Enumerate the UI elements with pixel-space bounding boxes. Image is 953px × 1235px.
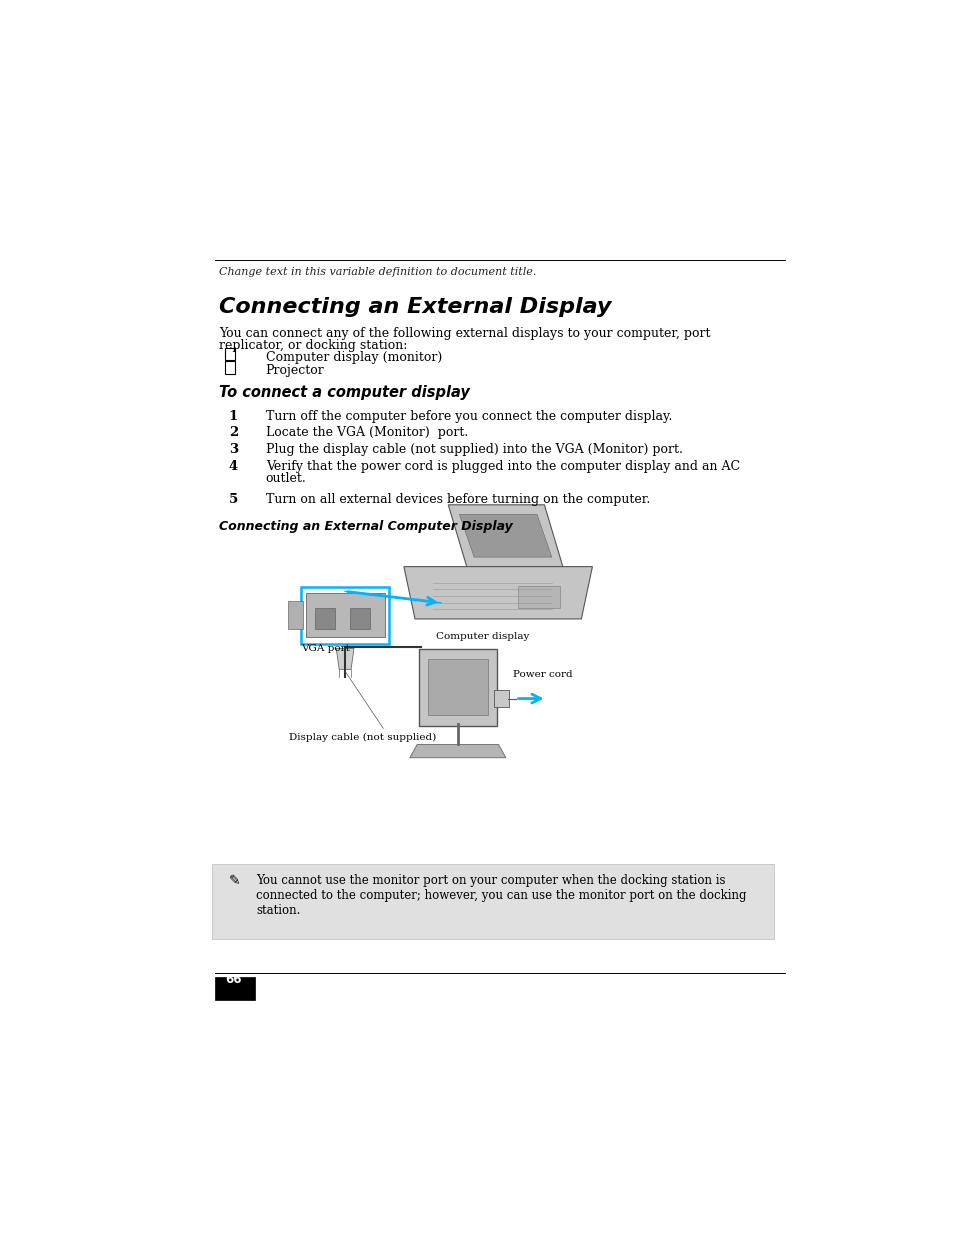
FancyBboxPatch shape bbox=[350, 609, 370, 630]
Text: Connecting an External Computer Display: Connecting an External Computer Display bbox=[219, 520, 513, 534]
Polygon shape bbox=[335, 648, 354, 669]
Text: Turn off the computer before you connect the computer display.: Turn off the computer before you connect… bbox=[265, 410, 671, 422]
Text: Plug the display cable (not supplied) into the VGA (Monitor) port.: Plug the display cable (not supplied) in… bbox=[265, 443, 681, 456]
FancyBboxPatch shape bbox=[494, 690, 508, 708]
FancyBboxPatch shape bbox=[214, 977, 254, 1000]
Text: Connecting an External Display: Connecting an External Display bbox=[219, 296, 611, 316]
Polygon shape bbox=[459, 514, 551, 557]
Text: 4: 4 bbox=[229, 461, 237, 473]
Text: outlet.: outlet. bbox=[265, 473, 306, 485]
Text: You cannot use the monitor port on your computer when the docking station is: You cannot use the monitor port on your … bbox=[255, 874, 725, 887]
FancyBboxPatch shape bbox=[305, 593, 384, 637]
Text: 2: 2 bbox=[229, 426, 237, 438]
FancyBboxPatch shape bbox=[225, 348, 234, 361]
FancyBboxPatch shape bbox=[517, 585, 559, 609]
FancyBboxPatch shape bbox=[418, 650, 497, 726]
Text: Locate the VGA (Monitor)  port.: Locate the VGA (Monitor) port. bbox=[265, 426, 467, 438]
Polygon shape bbox=[410, 745, 505, 758]
Text: Turn on all external devices before turning on the computer.: Turn on all external devices before turn… bbox=[265, 494, 649, 506]
Text: 3: 3 bbox=[229, 443, 237, 456]
Text: To connect a computer display: To connect a computer display bbox=[219, 385, 470, 400]
Text: Power cord: Power cord bbox=[513, 671, 573, 679]
Text: connected to the computer; however, you can use the monitor port on the docking: connected to the computer; however, you … bbox=[255, 889, 746, 902]
Text: Projector: Projector bbox=[265, 364, 324, 377]
FancyBboxPatch shape bbox=[225, 361, 234, 373]
Polygon shape bbox=[288, 601, 302, 630]
Text: station.: station. bbox=[255, 904, 300, 918]
Polygon shape bbox=[403, 567, 592, 619]
Text: Change text in this variable definition to document title.: Change text in this variable definition … bbox=[219, 267, 536, 277]
FancyBboxPatch shape bbox=[212, 864, 773, 940]
Text: 66: 66 bbox=[225, 973, 242, 986]
Polygon shape bbox=[448, 505, 562, 567]
Text: You can connect any of the following external displays to your computer, port: You can connect any of the following ext… bbox=[219, 327, 710, 340]
Text: ✎: ✎ bbox=[229, 874, 240, 888]
Text: Verify that the power cord is plugged into the computer display and an AC: Verify that the power cord is plugged in… bbox=[265, 461, 739, 473]
Text: VGA port: VGA port bbox=[301, 643, 350, 652]
Text: Display cable (not supplied): Display cable (not supplied) bbox=[289, 734, 436, 742]
Text: replicator, or docking station:: replicator, or docking station: bbox=[219, 340, 407, 352]
Text: Computer display (monitor): Computer display (monitor) bbox=[265, 351, 441, 364]
Text: 1: 1 bbox=[229, 410, 237, 422]
FancyBboxPatch shape bbox=[427, 658, 488, 715]
FancyBboxPatch shape bbox=[301, 587, 389, 643]
FancyBboxPatch shape bbox=[314, 609, 335, 630]
Text: Computer display: Computer display bbox=[436, 632, 529, 641]
Text: 5: 5 bbox=[229, 494, 237, 506]
